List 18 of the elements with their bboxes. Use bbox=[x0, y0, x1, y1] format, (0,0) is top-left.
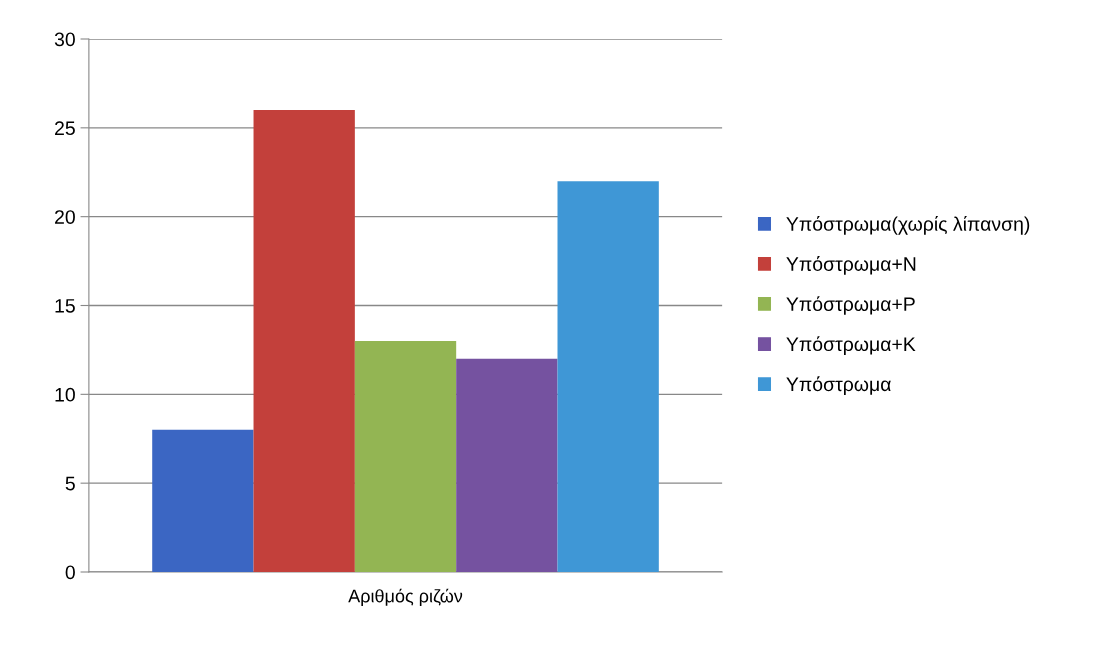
legend-label: Υπόστρωμα(χωρίς λίπανση) bbox=[786, 216, 1030, 235]
legend-label: Υπόστρωμα+P bbox=[786, 296, 915, 315]
y-tick-label: 0 bbox=[65, 565, 75, 580]
legend-label: Υπόστρωμα+K bbox=[786, 336, 916, 355]
y-tick-label: 25 bbox=[55, 121, 75, 136]
bar bbox=[253, 110, 355, 572]
legend-label: Υπόστρωμα+N bbox=[786, 256, 916, 275]
y-tick-label: 30 bbox=[54, 32, 75, 47]
y-tick-label: 20 bbox=[55, 210, 75, 224]
legend-label: Υπόστρωμα bbox=[786, 376, 891, 395]
bar bbox=[152, 429, 254, 572]
x-tick-label: Αριθμός ριζών bbox=[348, 588, 463, 607]
bar bbox=[354, 341, 457, 572]
bar bbox=[557, 181, 659, 572]
y-tick-label: 15 bbox=[55, 299, 75, 313]
y-tick-label: 5 bbox=[65, 476, 75, 491]
bar bbox=[456, 358, 558, 572]
y-tick-label: 10 bbox=[55, 387, 75, 402]
